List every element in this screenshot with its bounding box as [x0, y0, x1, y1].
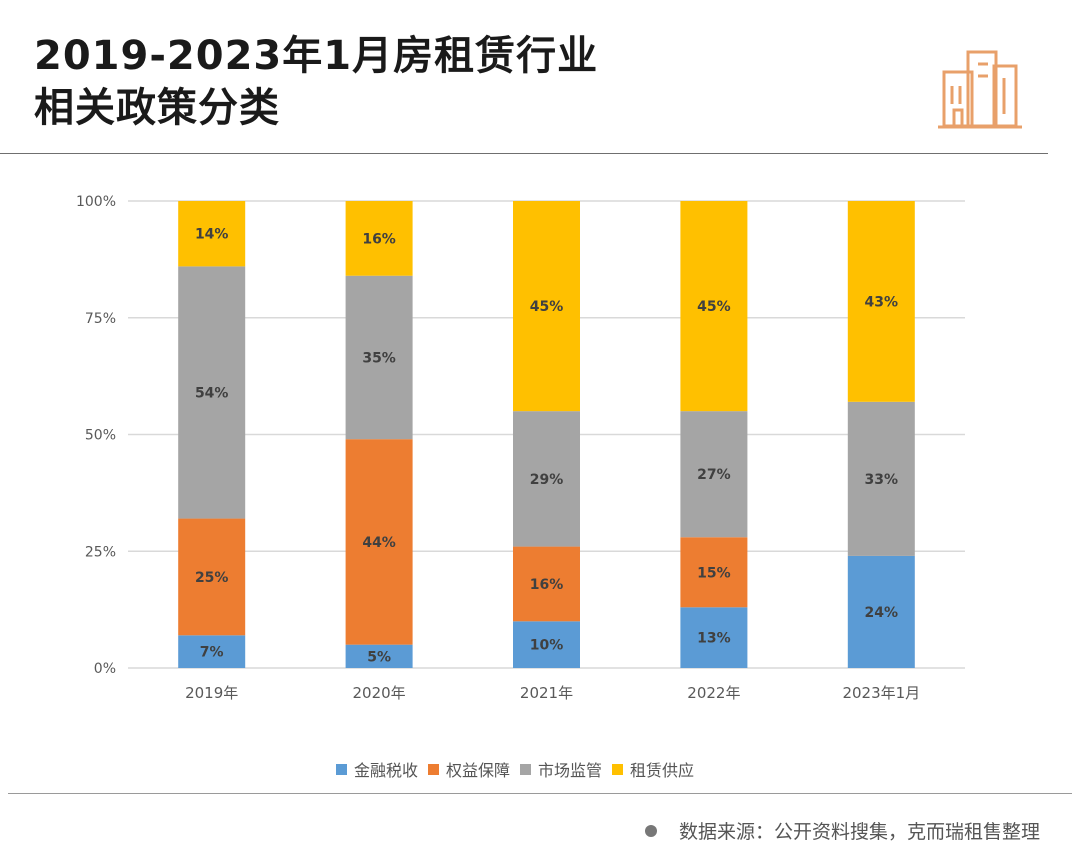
- x-tick-label-4: 2023年1月: [842, 684, 920, 702]
- legend-item-市场监管: 市场监管: [520, 757, 602, 781]
- legend-item-金融税收: 金融税收: [335, 757, 418, 781]
- bar-权益保障-2022年: [680, 537, 748, 608]
- data-label-市场监管-2022年: 27%: [697, 467, 731, 483]
- legend-swatch: [335, 763, 347, 775]
- bar-权益保障-2021年: [513, 546, 580, 622]
- x-tick-label-2: 2021年: [520, 684, 573, 702]
- bullet-dot-icon: [644, 824, 657, 837]
- stacked-bar-chart: 0% 25% 50% 75% 100% 7% 25% 54% 14% 2019年 5% 44% 35% 1…: [76, 194, 965, 702]
- chart-legend: 金融税收 权益保障 市场监管 租赁供应: [0, 757, 1030, 781]
- bar-金融税收-2021年: [513, 621, 580, 668]
- data-label-金融税收-2021年: 10%: [530, 638, 564, 654]
- legend-swatch: [427, 763, 439, 775]
- page-title-line-2: 相关政策分类: [34, 85, 280, 131]
- header-divider: [0, 153, 1048, 154]
- legend-item-租赁供应: 租赁供应: [612, 757, 694, 781]
- data-label-金融税收-2019年: 7%: [200, 645, 224, 661]
- bar-租赁供应-2022年: [680, 201, 748, 412]
- footer-divider: [8, 793, 1072, 794]
- bar-金融税收-2022年: [680, 607, 748, 668]
- data-label-金融税收-2023年1月: 24%: [865, 605, 899, 621]
- legend-swatch: [520, 763, 531, 775]
- bar-市场监管-2020年: [345, 275, 413, 440]
- y-tick-label-50: 50%: [85, 428, 116, 444]
- legend-label: 权益保障: [445, 761, 510, 780]
- data-label-权益保障-2022年: 15%: [697, 565, 731, 581]
- city-buildings-icon: [938, 50, 1022, 129]
- legend-label: 市场监管: [538, 761, 603, 780]
- x-tick-label-1: 2020年: [353, 684, 406, 702]
- y-tick-label-0: 0%: [94, 661, 116, 677]
- y-tick-label-100: 100%: [76, 194, 116, 210]
- legend-swatch: [612, 763, 624, 775]
- bar-市场监管-2019年: [178, 266, 246, 519]
- bar-市场监管-2021年: [513, 411, 580, 547]
- bar-权益保障-2019年: [178, 518, 246, 636]
- data-label-市场监管-2023年1月: 33%: [865, 472, 899, 488]
- data-label-租赁供应-2020年: 16%: [362, 231, 396, 247]
- legend-label: 租赁供应: [630, 761, 695, 780]
- data-label-权益保障-2021年: 16%: [530, 577, 564, 593]
- bar-租赁供应-2020年: [345, 201, 413, 276]
- source-note: 数据来源：公开资料搜集，克而瑞租售整理: [644, 817, 1040, 844]
- bar-租赁供应-2021年: [513, 201, 580, 412]
- data-label-市场监管-2019年: 54%: [195, 385, 229, 401]
- bar-租赁供应-2019年: [178, 201, 246, 267]
- title-block: 2019-2023年1月房租赁行业 相关政策分类: [34, 30, 598, 134]
- data-label-权益保障-2019年: 25%: [195, 570, 229, 586]
- source-text: 数据来源：公开资料搜集，克而瑞租售整理: [678, 821, 1040, 843]
- data-label-权益保障-2020年: 44%: [362, 535, 396, 551]
- data-label-市场监管-2021年: 29%: [530, 472, 564, 488]
- bar-金融税收-2019年: [178, 635, 246, 668]
- data-label-租赁供应-2021年: 45%: [530, 299, 564, 315]
- data-label-市场监管-2020年: 35%: [362, 350, 396, 366]
- page-title-line-1: 2019-2023年1月房租赁行业: [34, 33, 599, 79]
- bar-金融税收-2020年: [345, 644, 413, 668]
- bar-租赁供应-2023年1月: [847, 201, 915, 402]
- legend-label: 金融税收: [353, 761, 418, 780]
- y-tick-label-75: 75%: [85, 311, 116, 327]
- y-tick-label-25: 25%: [85, 544, 116, 560]
- legend-item-权益保障: 权益保障: [427, 757, 510, 781]
- data-label-金融税收-2020年: 5%: [367, 649, 391, 665]
- bar-市场监管-2022年: [680, 411, 748, 538]
- data-label-租赁供应-2022年: 45%: [697, 299, 731, 315]
- x-tick-label-0: 2019年: [185, 684, 238, 702]
- data-label-金融税收-2022年: 13%: [697, 631, 731, 647]
- bar-金融税收-2023年1月: [847, 555, 915, 668]
- x-tick-label-3: 2022年: [687, 684, 740, 702]
- data-label-租赁供应-2019年: 14%: [195, 227, 229, 243]
- bar-权益保障-2020年: [345, 439, 413, 645]
- bar-市场监管-2023年1月: [847, 401, 915, 556]
- data-label-租赁供应-2023年1月: 43%: [865, 294, 899, 310]
